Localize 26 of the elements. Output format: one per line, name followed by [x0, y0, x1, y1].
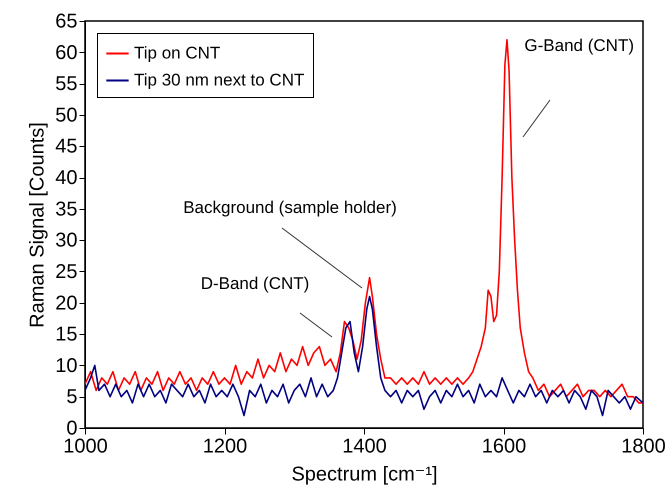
- x-axis-title: Spectrum [cm⁻¹]: [291, 464, 438, 486]
- legend-label: Tip 30 nm next to CNT: [134, 70, 304, 90]
- x-tick-label: 1600: [482, 436, 526, 458]
- y-tick-label: 50: [55, 104, 78, 126]
- y-tick-label: 10: [55, 354, 78, 377]
- annotation: G-Band (CNT): [524, 36, 634, 55]
- annotation: Background (sample holder): [183, 198, 397, 217]
- y-tick-label: 65: [55, 10, 78, 32]
- line-series: [85, 296, 643, 416]
- y-tick-label: 30: [55, 230, 78, 252]
- y-tick-label: 35: [55, 198, 78, 220]
- y-axis-title: Raman Signal [Counts]: [26, 122, 48, 328]
- y-tick-label: 20: [55, 292, 78, 314]
- legend-label: Tip on CNT: [134, 44, 220, 62]
- y-tick-label: 15: [55, 324, 78, 346]
- x-tick-label: 1200: [202, 436, 248, 458]
- y-tick-label: 60: [55, 42, 78, 64]
- y-tick-label: 25: [55, 260, 78, 283]
- y-tick-label: 40: [55, 167, 78, 190]
- x-tick-label: 1400: [342, 436, 387, 458]
- x-tick-label: 1800: [621, 436, 666, 458]
- y-tick-label: 45: [55, 136, 78, 158]
- y-tick-label: 5: [66, 386, 78, 408]
- y-tick-label: 55: [55, 73, 78, 96]
- line-series: [85, 38, 643, 404]
- annotation: D-Band (CNT): [200, 274, 310, 293]
